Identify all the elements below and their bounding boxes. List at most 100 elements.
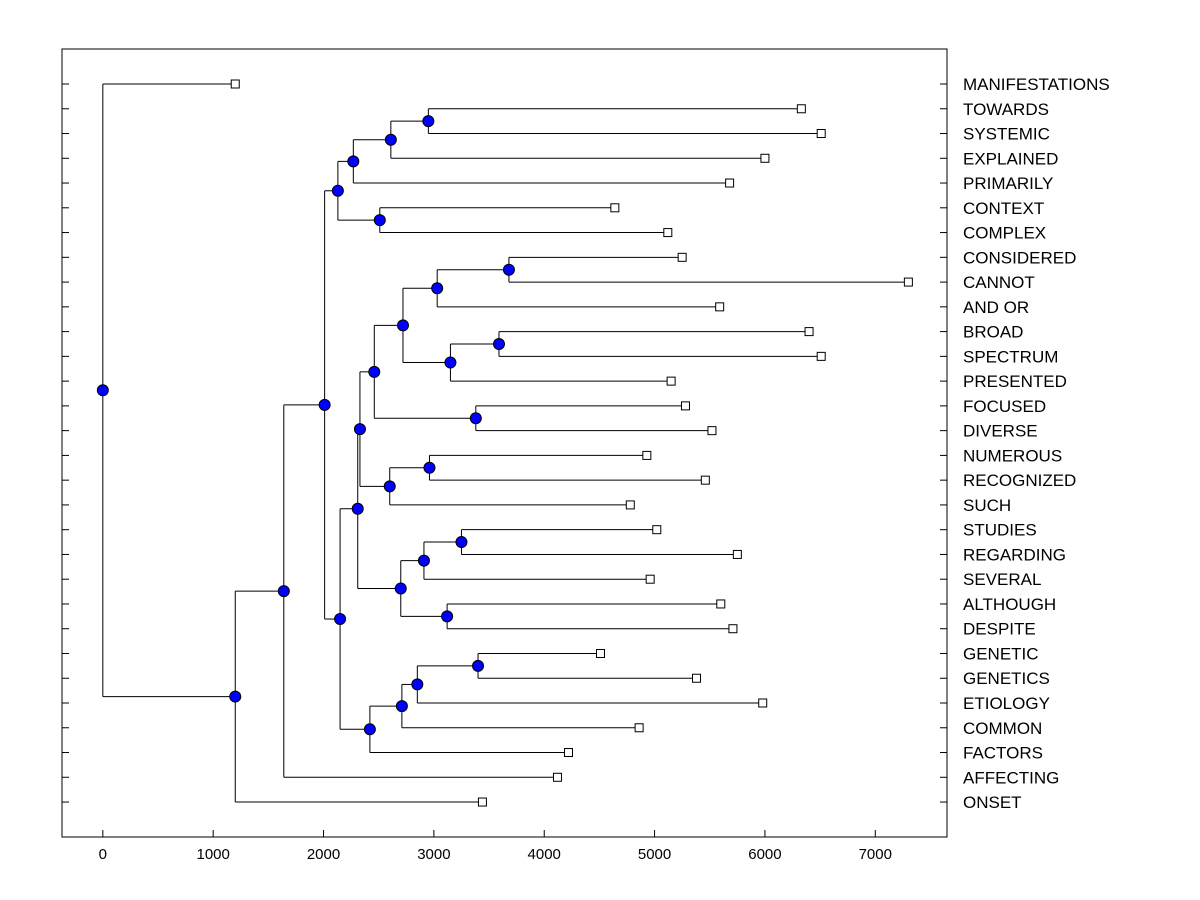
leaf-marker — [903, 277, 913, 287]
merge-node — [492, 337, 505, 350]
merge-node — [383, 480, 396, 493]
merge-node — [411, 678, 424, 691]
merge-node — [455, 536, 468, 549]
merge-node-markers — [96, 115, 515, 736]
leaf-marker — [552, 772, 562, 782]
leaf-marker — [728, 624, 738, 634]
x-tick-label: 6000 — [748, 846, 781, 863]
merge-node — [331, 184, 344, 197]
leaf-label: AFFECTING — [963, 768, 1059, 787]
merge-node — [363, 723, 376, 736]
leaf-label: REGARDING — [963, 545, 1066, 564]
merge-node — [373, 214, 386, 227]
leaf-marker — [680, 401, 690, 411]
merge-node — [96, 384, 109, 397]
plot-frame — [61, 48, 948, 838]
leaf-label: CANNOT — [963, 273, 1035, 292]
x-tick-label: 2000 — [307, 846, 340, 863]
leaf-markers — [230, 79, 913, 807]
merge-node — [423, 461, 436, 474]
merge-node — [353, 423, 366, 436]
x-tick-label: 4000 — [528, 846, 561, 863]
leaf-label: ETIOLOGY — [963, 694, 1050, 713]
leaf-marker — [725, 178, 735, 188]
leaf-marker — [596, 648, 606, 658]
leaf-marker — [804, 327, 814, 337]
leaf-marker — [652, 525, 662, 535]
leaf-label: DIVERSE — [963, 422, 1038, 441]
leaf-marker — [715, 302, 725, 312]
dendrogram-branches — [102, 83, 909, 803]
leaf-marker — [732, 549, 742, 559]
merge-node — [347, 155, 360, 168]
leaf-marker — [692, 673, 702, 683]
merge-node — [444, 356, 457, 369]
leaf-label: PRESENTED — [963, 372, 1067, 391]
leaf-marker — [230, 79, 240, 89]
merge-node — [417, 554, 430, 567]
merge-node — [318, 398, 331, 411]
merge-node — [394, 582, 407, 595]
leaf-label: ALTHOUGH — [963, 595, 1056, 614]
merge-node — [422, 115, 435, 128]
leaf-label: FOCUSED — [963, 397, 1046, 416]
leaf-marker — [796, 104, 806, 114]
leaf-marker — [564, 748, 574, 758]
leaf-marker — [610, 203, 620, 213]
leaf-label: SEVERAL — [963, 570, 1041, 589]
merge-node — [368, 365, 381, 378]
left-axis-ticks — [62, 83, 69, 803]
leaf-marker — [707, 426, 717, 436]
leaf-label: ONSET — [963, 793, 1022, 812]
leaf-marker — [625, 500, 635, 510]
leaf-marker — [645, 574, 655, 584]
leaf-label: STUDIES — [963, 521, 1037, 540]
merge-node — [441, 610, 454, 623]
x-tick-label: 1000 — [196, 846, 229, 863]
x-tick-label: 7000 — [859, 846, 892, 863]
leaf-label: GENETICS — [963, 669, 1050, 688]
leaf-label: DESPITE — [963, 620, 1036, 639]
merge-node — [431, 282, 444, 295]
x-axis: 0 1000 2000 3000 4000 5000 6000 7000 — [99, 830, 892, 863]
leaf-marker — [758, 698, 768, 708]
leaf-marker — [816, 351, 826, 361]
leaf-label: FACTORS — [963, 744, 1043, 763]
merge-node — [229, 690, 242, 703]
leaf-label: BROAD — [963, 323, 1023, 342]
leaf-label: PRIMARILY — [963, 174, 1053, 193]
leaf-marker — [642, 450, 652, 460]
leaf-label: MANIFESTATIONS — [963, 75, 1110, 94]
leaf-marker — [700, 475, 710, 485]
leaf-label: AND OR — [963, 298, 1029, 317]
merge-node — [396, 319, 409, 332]
merge-node — [277, 585, 290, 598]
leaf-label: CONSIDERED — [963, 248, 1076, 267]
leaf-marker — [634, 723, 644, 733]
leaf-label: RECOGNIZED — [963, 471, 1076, 490]
leaf-label: SUCH — [963, 496, 1011, 515]
x-tick-label: 5000 — [638, 846, 671, 863]
right-axis-ticks — [940, 83, 947, 803]
merge-node — [469, 412, 482, 425]
leaf-marker — [666, 376, 676, 386]
x-tick-label: 0 — [99, 846, 107, 863]
leaf-marker — [716, 599, 726, 609]
merge-node — [395, 700, 408, 713]
leaf-label: NUMEROUS — [963, 446, 1062, 465]
leaf-label: SYSTEMIC — [963, 125, 1050, 144]
leaf-label: COMPLEX — [963, 224, 1046, 243]
merge-node — [472, 659, 485, 672]
leaf-marker — [663, 228, 673, 238]
leaf-label: CONTEXT — [963, 199, 1044, 218]
leaf-labels: MANIFESTATIONS TOWARDS SYSTEMIC EXPLAINED PR… — [963, 75, 1110, 812]
leaf-marker — [760, 153, 770, 163]
merge-node — [384, 133, 397, 146]
leaf-label: GENETIC — [963, 644, 1039, 663]
leaf-marker — [677, 252, 687, 262]
x-tick-label: 3000 — [417, 846, 450, 863]
leaf-marker — [477, 797, 487, 807]
leaf-marker — [816, 129, 826, 139]
merge-node — [502, 263, 515, 276]
